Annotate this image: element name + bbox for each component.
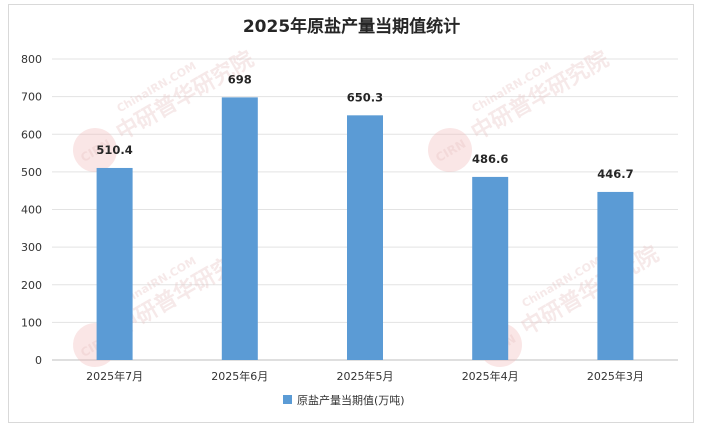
- bar: [347, 115, 383, 361]
- watermark-logo: [73, 128, 117, 172]
- data-label: 698: [228, 72, 252, 86]
- x-tick-label: 2025年7月: [86, 369, 143, 383]
- y-tick-label: 600: [21, 128, 42, 141]
- data-labels: 510.4 698 650.3 486.6 446.7: [96, 72, 633, 181]
- legend-label: 原盐产量当期值(万吨): [297, 393, 405, 407]
- data-label: 510.4: [96, 143, 132, 157]
- legend: 原盐产量当期值(万吨): [283, 393, 405, 407]
- bar: [96, 167, 133, 360]
- x-axis-ticks: 2025年7月 2025年6月 2025年5月 2025年4月 2025年3月: [86, 369, 644, 383]
- y-tick-label: 100: [21, 316, 42, 329]
- bars: [96, 97, 634, 361]
- x-tick-label: 2025年4月: [462, 369, 519, 383]
- watermark-logo: [428, 128, 472, 172]
- bar: [472, 176, 509, 360]
- y-tick-label: 300: [21, 241, 42, 254]
- y-axis-ticks: 0 100 200 300 400 500 600 700 800: [21, 53, 42, 367]
- y-tick-label: 200: [21, 279, 42, 292]
- data-label: 650.3: [347, 90, 383, 104]
- x-tick-label: 2025年5月: [337, 369, 394, 383]
- x-tick-label: 2025年6月: [211, 369, 268, 383]
- data-label: 486.6: [472, 152, 508, 166]
- y-tick-label: 800: [21, 53, 42, 66]
- chart-title: 2025年原盐产量当期值统计: [242, 17, 461, 37]
- data-label: 446.7: [597, 167, 633, 181]
- legend-swatch: [283, 395, 292, 404]
- y-tick-label: 400: [21, 204, 42, 217]
- y-tick-label: 700: [21, 91, 42, 104]
- y-tick-label: 500: [21, 166, 42, 179]
- bar: [597, 191, 634, 360]
- x-tick-label: 2025年3月: [587, 369, 644, 383]
- bar: [221, 97, 258, 360]
- y-tick-label: 0: [35, 354, 42, 367]
